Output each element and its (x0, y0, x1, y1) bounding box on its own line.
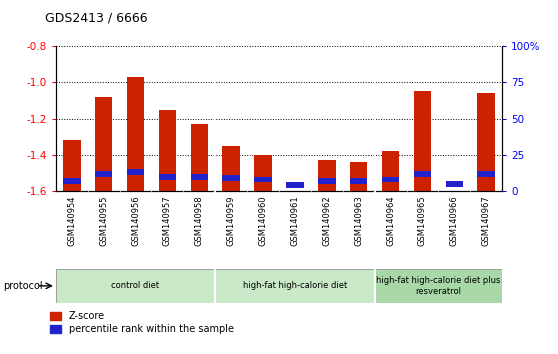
Text: GSM140965: GSM140965 (418, 195, 427, 246)
Bar (223, 175, 240, 181)
Text: GSM140961: GSM140961 (291, 195, 300, 246)
Text: GSM140963: GSM140963 (354, 195, 363, 246)
Text: GSM140956: GSM140956 (131, 195, 140, 246)
Bar (382, 177, 400, 182)
Text: GSM140959: GSM140959 (227, 195, 235, 246)
Bar (63, 178, 80, 184)
Text: GSM140954: GSM140954 (68, 195, 76, 246)
Bar (254, 155, 272, 191)
Bar (413, 91, 431, 191)
Text: high-fat high-calorie diet: high-fat high-calorie diet (243, 281, 347, 290)
Bar (254, 177, 272, 182)
Bar (374, 269, 502, 303)
Bar (446, 181, 463, 187)
Bar (478, 171, 495, 177)
Bar (413, 171, 431, 177)
Text: control diet: control diet (112, 281, 160, 290)
Legend: Z-score, percentile rank within the sample: Z-score, percentile rank within the samp… (50, 311, 234, 334)
Bar (158, 109, 176, 191)
Bar (190, 124, 208, 191)
Bar (350, 178, 368, 184)
Text: GSM140964: GSM140964 (386, 195, 395, 246)
Text: GSM140967: GSM140967 (482, 195, 490, 246)
Bar (190, 174, 208, 179)
Bar (95, 97, 112, 191)
Bar (318, 160, 335, 191)
Bar (56, 269, 215, 303)
Text: GSM140966: GSM140966 (450, 195, 459, 246)
Bar (382, 151, 400, 191)
Bar (318, 178, 335, 184)
Bar (158, 174, 176, 179)
Bar (63, 141, 80, 191)
Bar (350, 162, 368, 191)
Bar (127, 170, 145, 175)
Bar (286, 182, 304, 188)
Bar (215, 269, 374, 303)
Bar (95, 171, 112, 177)
Text: GSM140958: GSM140958 (195, 195, 204, 246)
Bar (223, 146, 240, 191)
Text: GSM140960: GSM140960 (258, 195, 267, 246)
Text: GSM140957: GSM140957 (163, 195, 172, 246)
Text: GSM140962: GSM140962 (323, 195, 331, 246)
Text: high-fat high-calorie diet plus
resveratrol: high-fat high-calorie diet plus resverat… (376, 276, 501, 296)
Text: GDS2413 / 6666: GDS2413 / 6666 (45, 12, 147, 25)
Bar (478, 93, 495, 191)
Text: protocol: protocol (3, 281, 42, 291)
Text: GSM140955: GSM140955 (99, 195, 108, 246)
Bar (127, 77, 145, 191)
